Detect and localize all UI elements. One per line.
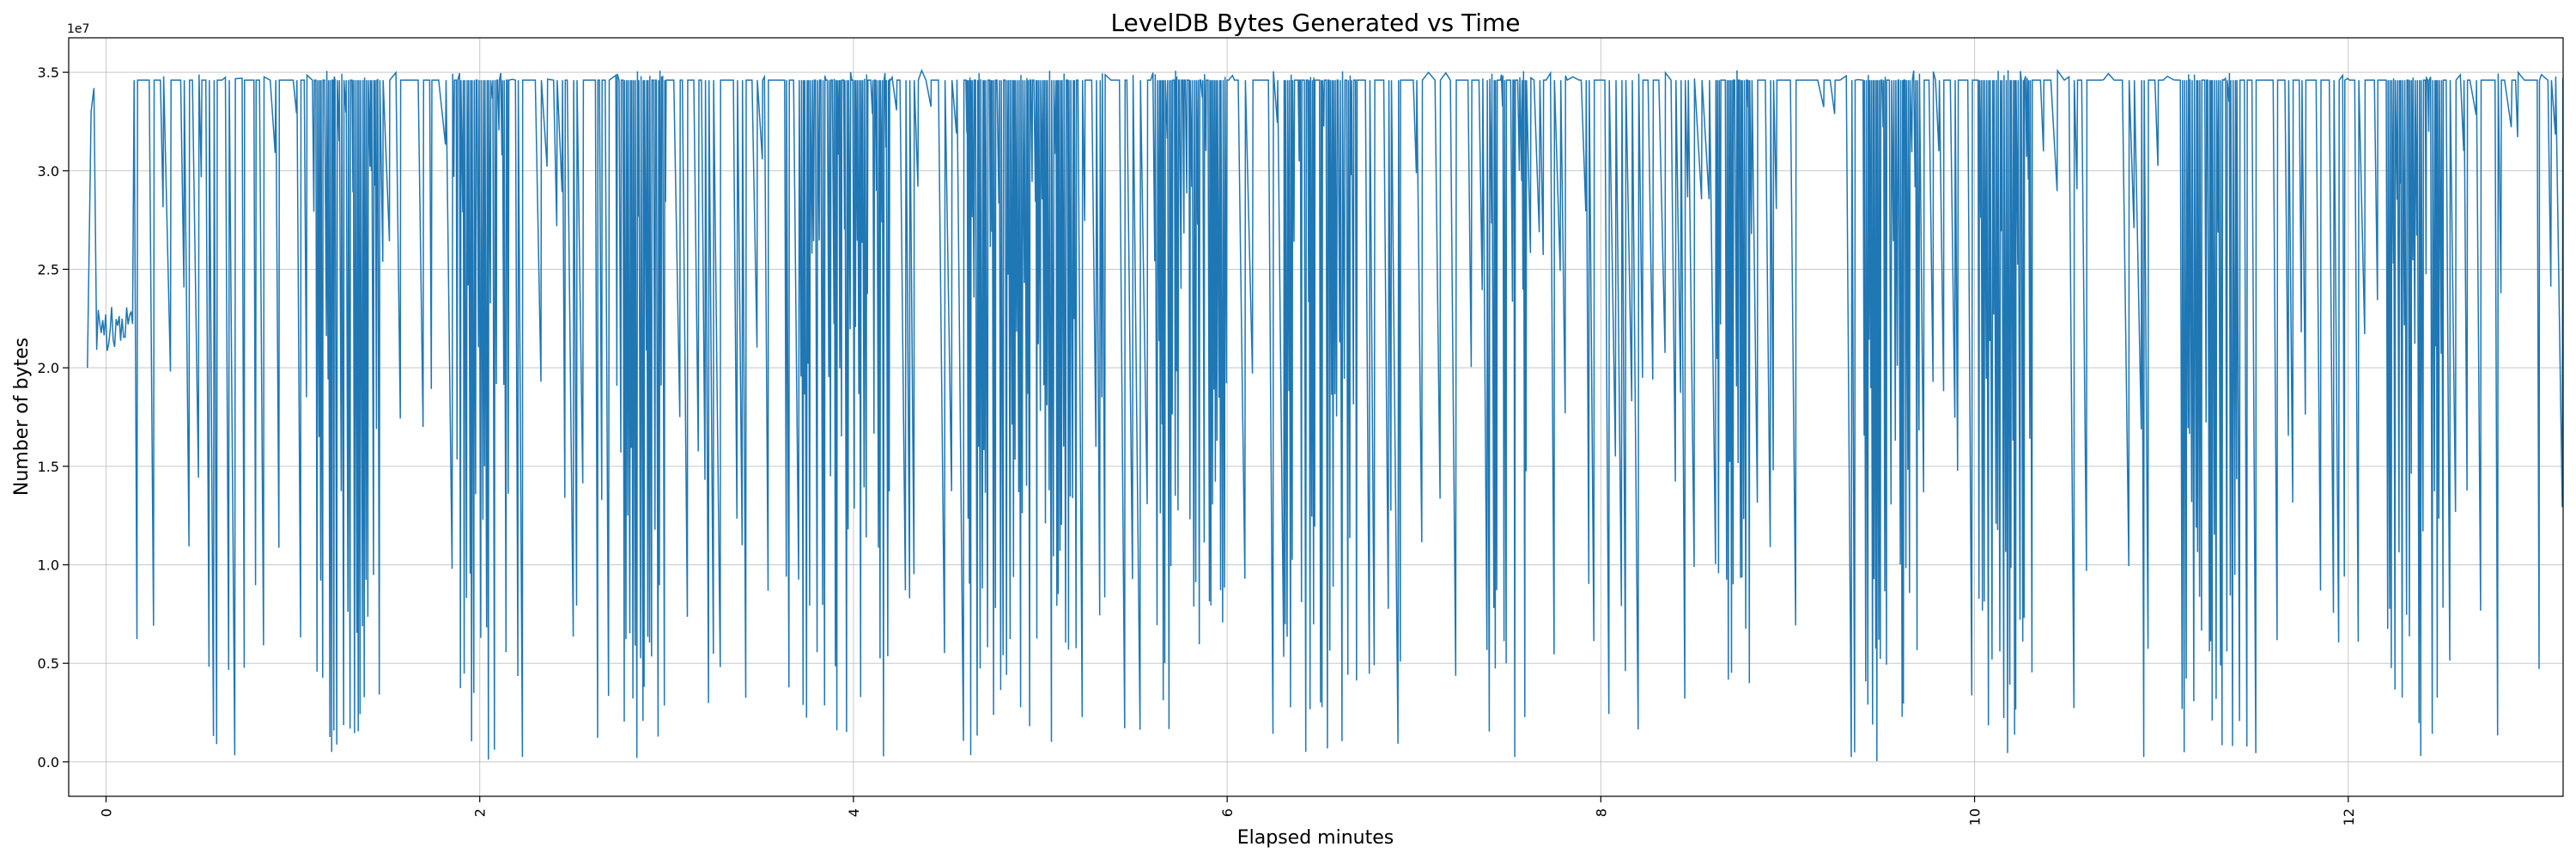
plot-frame xyxy=(68,37,2564,797)
y-tick-label: 2.5 xyxy=(38,261,59,277)
x-axis-label: Elapsed minutes xyxy=(1237,827,1394,849)
y-tick-label: 0.5 xyxy=(38,655,59,672)
y-axis: 0.0 0.5 1.0 1.5 2.0 2.5 3.0 3.5 xyxy=(38,64,69,771)
y-tick-label: 2.0 xyxy=(38,360,59,376)
x-tick-label: 0 xyxy=(99,808,115,817)
x-tick-label: 8 xyxy=(1593,808,1609,817)
y-tick-label: 3.5 xyxy=(38,64,59,81)
x-tick-label: 10 xyxy=(1967,808,1984,825)
y-tick-label: 1.5 xyxy=(38,459,59,475)
x-tick-label: 6 xyxy=(1219,808,1236,817)
y-axis-label: Number of bytes xyxy=(11,338,33,496)
x-tick-label: 2 xyxy=(472,808,489,817)
y-tick-label: 1.0 xyxy=(38,557,59,574)
y-offset-label: 1e7 xyxy=(67,22,89,36)
x-tick-label: 12 xyxy=(2341,808,2357,825)
y-tick-label: 3.0 xyxy=(38,163,59,180)
x-axis: 0 2 4 6 8 10 12 xyxy=(99,796,2357,825)
y-tick-label: 0.0 xyxy=(38,754,59,771)
series-line-bytes xyxy=(87,68,2563,762)
x-tick-label: 4 xyxy=(846,808,862,817)
series-group xyxy=(87,68,2563,762)
chart-title: LevelDB Bytes Generated vs Time xyxy=(1110,9,1520,37)
